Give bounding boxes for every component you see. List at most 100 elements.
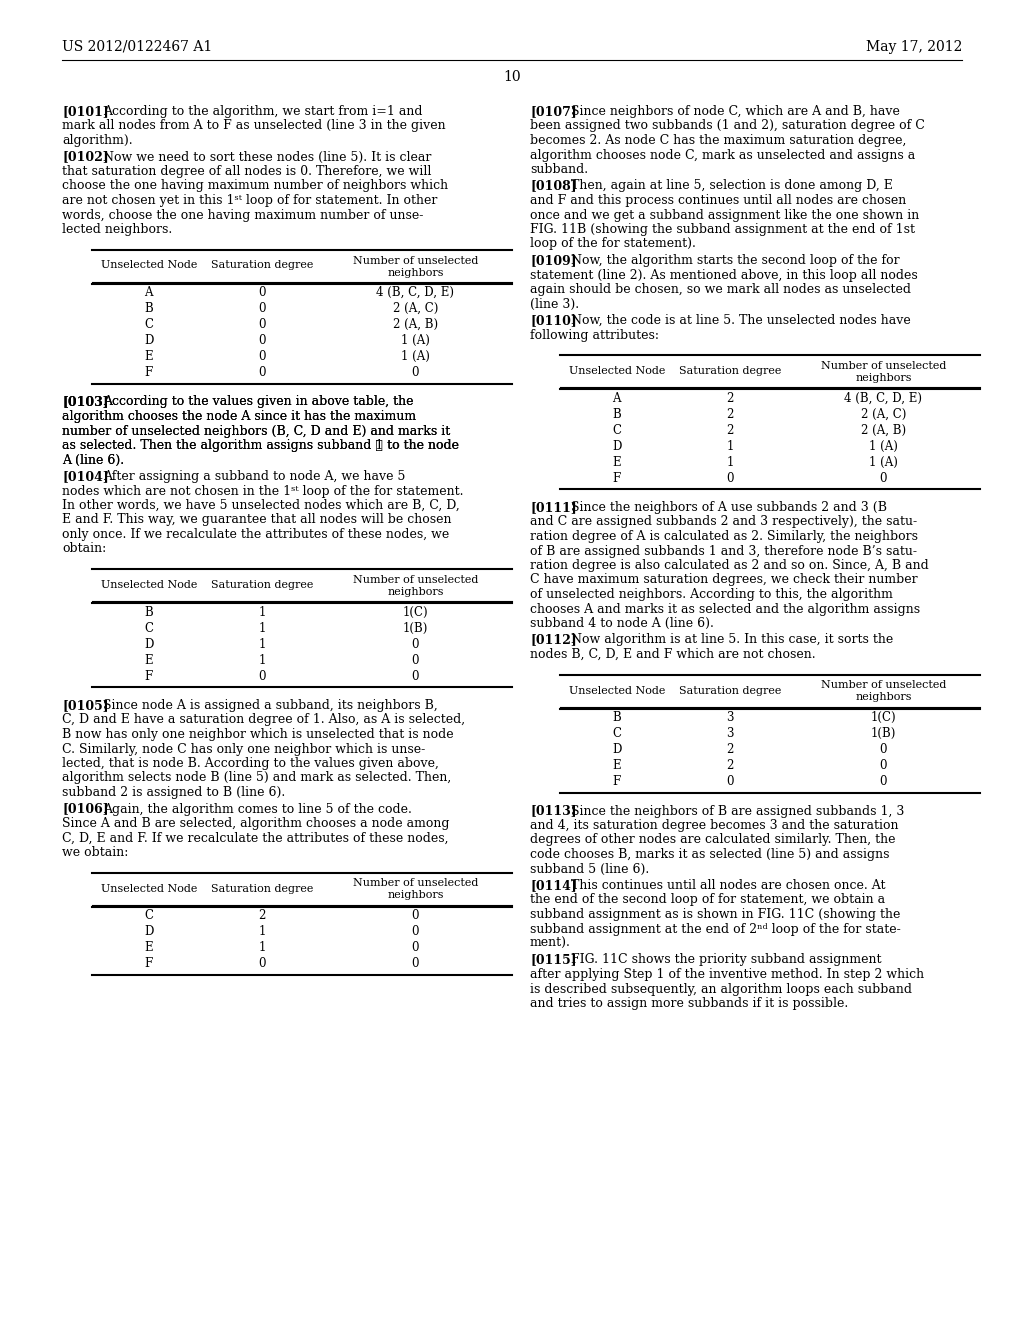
Text: [0103]: [0103]: [62, 396, 109, 408]
Text: Since neighbors of node C, which are A and B, have: Since neighbors of node C, which are A a…: [571, 106, 900, 117]
Text: [0114]: [0114]: [530, 879, 577, 892]
Text: C: C: [144, 909, 154, 921]
Text: 0: 0: [258, 286, 266, 300]
Text: F: F: [144, 366, 153, 379]
Text: C: C: [144, 622, 154, 635]
Text: According to the algorithm, we start from i=1 and: According to the algorithm, we start fro…: [103, 106, 423, 117]
Text: 0: 0: [412, 957, 419, 970]
Text: C: C: [612, 424, 622, 437]
Text: D: D: [612, 743, 622, 756]
Text: Number of unselected: Number of unselected: [352, 576, 478, 585]
Text: 1(C): 1(C): [870, 711, 896, 723]
Text: words, choose the one having maximum number of unse-: words, choose the one having maximum num…: [62, 209, 423, 222]
Text: Number of unselected: Number of unselected: [820, 681, 946, 690]
Text: C: C: [612, 727, 622, 741]
Text: Since the neighbors of B are assigned subbands 1, 3: Since the neighbors of B are assigned su…: [571, 804, 905, 817]
Text: and tries to assign more subbands if it is possible.: and tries to assign more subbands if it …: [530, 997, 848, 1010]
Text: [0112]: [0112]: [530, 634, 577, 647]
Text: Saturation degree: Saturation degree: [211, 579, 313, 590]
Text: 1(B): 1(B): [402, 622, 428, 635]
Text: 0: 0: [258, 350, 266, 363]
Text: Now, the algorithm starts the second loop of the for: Now, the algorithm starts the second loo…: [571, 253, 900, 267]
Text: 1: 1: [258, 638, 266, 651]
Text: Unselected Node: Unselected Node: [100, 883, 197, 894]
Text: This continues until all nodes are chosen once. At: This continues until all nodes are chose…: [571, 879, 886, 892]
Text: B: B: [144, 606, 153, 619]
Text: Again, the algorithm comes to line 5 of the code.: Again, the algorithm comes to line 5 of …: [103, 803, 413, 816]
Text: Now we need to sort these nodes (line 5). It is clear: Now we need to sort these nodes (line 5)…: [103, 150, 432, 164]
Text: F: F: [144, 957, 153, 970]
Text: D: D: [144, 925, 154, 939]
Text: 0: 0: [880, 775, 887, 788]
Text: 1 (A): 1 (A): [401, 350, 430, 363]
Text: following attributes:: following attributes:: [530, 329, 659, 342]
Text: Number of unselected: Number of unselected: [820, 360, 946, 371]
Text: D: D: [144, 638, 154, 651]
Text: of unselected neighbors. According to this, the algorithm: of unselected neighbors. According to th…: [530, 587, 893, 601]
Text: 0: 0: [880, 471, 887, 484]
Text: F: F: [612, 775, 621, 788]
Text: is described subsequently, an algorithm loops each subband: is described subsequently, an algorithm …: [530, 982, 912, 995]
Text: [0107]: [0107]: [530, 106, 577, 117]
Text: 0: 0: [258, 366, 266, 379]
Text: 0: 0: [726, 775, 734, 788]
Text: 10: 10: [503, 70, 521, 84]
Text: 2 (A, B): 2 (A, B): [393, 318, 438, 331]
Text: Unselected Node: Unselected Node: [568, 366, 665, 376]
Text: ration degree of A is calculated as 2. Similarly, the neighbors: ration degree of A is calculated as 2. S…: [530, 531, 918, 543]
Text: again should be chosen, so we mark all nodes as unselected: again should be chosen, so we mark all n…: [530, 282, 911, 296]
Text: Since node A is assigned a subband, its neighbors B,: Since node A is assigned a subband, its …: [103, 700, 438, 711]
Text: Number of unselected: Number of unselected: [352, 256, 478, 265]
Text: Saturation degree: Saturation degree: [679, 685, 781, 696]
Text: [0103]: [0103]: [62, 396, 109, 408]
Text: and C are assigned subbands 2 and 3 respectively), the satu-: and C are assigned subbands 2 and 3 resp…: [530, 516, 918, 528]
Text: algorithm chooses node C, mark as unselected and assigns a: algorithm chooses node C, mark as unsele…: [530, 149, 915, 161]
Text: C: C: [144, 318, 154, 331]
Text: nodes B, C, D, E and F which are not chosen.: nodes B, C, D, E and F which are not cho…: [530, 648, 816, 661]
Text: that saturation degree of all nodes is 0. Therefore, we will: that saturation degree of all nodes is 0…: [62, 165, 431, 178]
Text: D: D: [144, 334, 154, 347]
Text: D: D: [612, 440, 622, 453]
Text: statement (line 2). As mentioned above, in this loop all nodes: statement (line 2). As mentioned above, …: [530, 268, 918, 281]
Text: subband 5 (line 6).: subband 5 (line 6).: [530, 862, 649, 875]
Text: E: E: [612, 759, 621, 772]
Text: algorithm chooses the node A since it has the maximum: algorithm chooses the node A since it ha…: [62, 411, 416, 422]
Text: [0115]: [0115]: [530, 953, 577, 966]
Text: Since the neighbors of A use subbands 2 and 3 (B: Since the neighbors of A use subbands 2 …: [571, 502, 888, 513]
Text: subband.: subband.: [530, 162, 588, 176]
Text: 2: 2: [726, 392, 734, 404]
Text: According to the values given in above table, the: According to the values given in above t…: [103, 396, 414, 408]
Text: lected, that is node B. According to the values given above,: lected, that is node B. According to the…: [62, 756, 439, 770]
Text: 0: 0: [726, 471, 734, 484]
Text: B now has only one neighbor which is unselected that is node: B now has only one neighbor which is uns…: [62, 729, 454, 741]
Text: [0111]: [0111]: [530, 502, 577, 513]
Text: been assigned two subbands (1 and 2), saturation degree of C: been assigned two subbands (1 and 2), sa…: [530, 120, 925, 132]
Text: Now, the code is at line 5. The unselected nodes have: Now, the code is at line 5. The unselect…: [571, 314, 911, 327]
Text: Saturation degree: Saturation degree: [211, 260, 313, 271]
Text: algorithm selects node B (line 5) and mark as selected. Then,: algorithm selects node B (line 5) and ma…: [62, 771, 452, 784]
Text: B: B: [612, 408, 622, 421]
Text: neighbors: neighbors: [855, 693, 911, 702]
Text: E and F. This way, we guarantee that all nodes will be chosen: E and F. This way, we guarantee that all…: [62, 513, 452, 527]
Text: [0106]: [0106]: [62, 803, 109, 816]
Text: E: E: [612, 455, 621, 469]
Text: A: A: [612, 392, 621, 404]
Text: 0: 0: [412, 638, 419, 651]
Text: 0: 0: [412, 941, 419, 954]
Text: 0: 0: [412, 669, 419, 682]
Text: lected neighbors.: lected neighbors.: [62, 223, 172, 236]
Text: E: E: [144, 350, 153, 363]
Text: After assigning a subband to node A, we have 5: After assigning a subband to node A, we …: [103, 470, 406, 483]
Text: neighbors: neighbors: [855, 374, 911, 383]
Text: 4 (B, C, D, E): 4 (B, C, D, E): [845, 392, 923, 404]
Text: 4 (B, C, D, E): 4 (B, C, D, E): [377, 286, 455, 300]
Text: 1 (A): 1 (A): [401, 334, 430, 347]
Text: 0: 0: [880, 743, 887, 756]
Text: ration degree is also calculated as 2 and so on. Since, A, B and: ration degree is also calculated as 2 an…: [530, 558, 929, 572]
Text: subband 4 to node A (line 6).: subband 4 to node A (line 6).: [530, 616, 714, 630]
Text: 3: 3: [726, 711, 734, 723]
Text: subband assignment at the end of 2ⁿᵈ loop of the for state-: subband assignment at the end of 2ⁿᵈ loo…: [530, 923, 901, 936]
Text: 1: 1: [726, 455, 734, 469]
Text: 1(C): 1(C): [402, 606, 428, 619]
Text: 2 (A, B): 2 (A, B): [861, 424, 906, 437]
